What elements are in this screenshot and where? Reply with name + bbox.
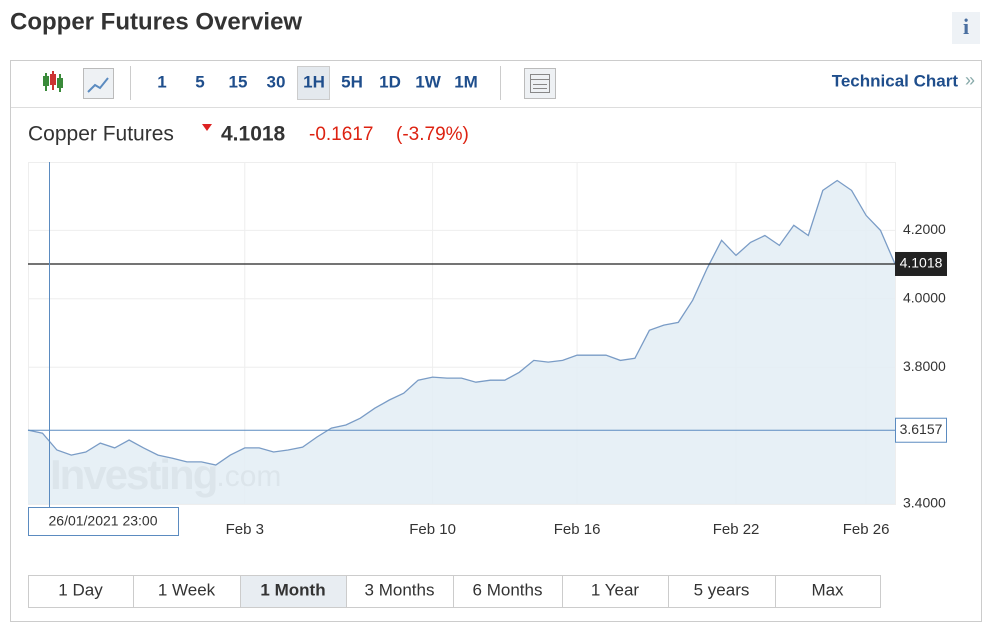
range-button[interactable] [562,575,669,608]
down-arrow [202,124,212,131]
price-line [27,179,896,466]
interval-button[interactable]: 1H [303,72,325,91]
y-tick-label: 3.8000 [903,358,946,374]
x-tick-label: Feb 3 [226,521,264,538]
page-title: Copper Futures Overview [10,8,302,35]
info-icon[interactable]: i [963,14,969,39]
y-tick-label: 4.0000 [903,290,946,306]
crosshair-y-box [895,417,947,443]
range-label[interactable]: 6 Months [473,580,543,599]
interval-button[interactable]: 1M [454,72,478,91]
range-label[interactable]: Max [811,580,844,599]
line-icon-button[interactable] [83,68,114,99]
range-label[interactable]: 1 Week [158,580,216,599]
range-button[interactable] [453,575,563,608]
interval-button[interactable]: 15 [229,72,248,91]
widget-frame [10,60,982,622]
range-label[interactable]: 5 years [694,580,750,599]
interval-button[interactable]: 1 [157,72,166,91]
interval-button[interactable]: 5 [195,72,204,91]
interval-active-bg [297,66,330,100]
x-tick-label: Feb 16 [554,521,601,538]
doc-icon [530,74,550,93]
link-arrow: » [965,70,975,90]
quote-name: Copper Futures [28,123,174,146]
range-label[interactable]: 1 Day [58,580,103,599]
crosshair-y-label: 3.6157 [900,421,943,437]
x-tick-label: Feb 26 [843,521,890,538]
quote-change-pct: (-3.79%) [396,124,469,145]
x-tick-label: Feb 10 [409,521,456,538]
info-button[interactable] [952,12,980,44]
crosshair-x-box [28,507,179,536]
doc-icon-button[interactable] [524,68,556,99]
range-button[interactable] [775,575,881,608]
crosshair-x-label: 26/01/2021 23:00 [49,513,158,529]
last-price-label: 4.1018 [900,255,943,271]
line-icon [87,77,109,93]
interval-button[interactable]: 30 [267,72,286,91]
interval-button[interactable]: 1D [379,72,401,91]
interval-button[interactable]: 1W [415,72,441,91]
range-button[interactable] [668,575,776,608]
range-label[interactable]: 3 Months [365,580,435,599]
range-label[interactable]: 1 Month [260,580,325,599]
y-tick-label: 3.4000 [903,495,946,511]
last-price-box [895,251,947,276]
range-button[interactable] [28,575,134,608]
y-tick-label: 4.2000 [903,221,946,237]
range-label[interactable]: 1 Year [591,580,640,599]
interval-button[interactable]: 5H [341,72,363,91]
quote-last: 4.1018 [221,123,286,146]
range-button[interactable] [240,575,347,608]
candle-icon[interactable] [43,71,63,92]
price-area [28,180,895,504]
x-tick-label: Feb 22 [713,521,760,538]
technical-chart-link[interactable]: Technical Chart [832,71,959,90]
quote-change: -0.1617 [309,124,373,145]
